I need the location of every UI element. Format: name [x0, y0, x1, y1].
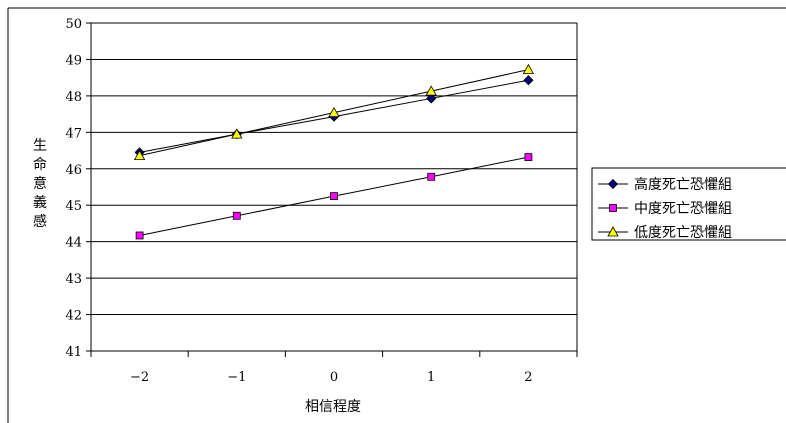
y-tick-label: 44 — [65, 236, 82, 251]
x-tick-label: 2 — [524, 370, 532, 385]
y-tick-label: 45 — [65, 199, 82, 214]
y-tick-label: 43 — [65, 272, 82, 287]
gridlines — [91, 22, 577, 352]
data-point-marker — [330, 192, 338, 201]
y-tick-label: 49 — [65, 53, 82, 68]
x-tick-labels: −2 −1 0 1 2 — [130, 370, 533, 385]
data-point-marker — [524, 153, 533, 162]
y-tick-label: 47 — [65, 126, 82, 141]
x-tick-label: 1 — [427, 370, 435, 385]
data-point-marker — [328, 106, 340, 118]
data-point-marker — [522, 63, 535, 75]
y-axis-title-char: 感 — [33, 213, 47, 230]
y-axis-title-char: 義 — [33, 194, 47, 211]
y-axis-title-char: 意 — [33, 175, 47, 192]
data-point-marker — [425, 85, 437, 96]
y-tick-labels: 41 42 43 44 45 46 47 48 49 50 — [65, 17, 82, 360]
legend-marker — [607, 226, 619, 237]
y-tick-label: 46 — [65, 163, 82, 178]
legend-marker — [609, 204, 617, 212]
data-point-marker — [135, 231, 144, 240]
data-point-marker — [232, 211, 241, 220]
x-tick-label: −1 — [227, 370, 246, 385]
legend-label: 高度死亡恐懼組 — [634, 176, 732, 193]
y-axis-title-char: 命 — [33, 156, 47, 173]
x-tick-label: 0 — [330, 370, 338, 385]
data-point-marker — [133, 149, 146, 161]
data-point-marker — [426, 93, 437, 104]
x-axis-title: 相信程度 — [305, 399, 361, 415]
y-tick-label: 41 — [65, 345, 82, 360]
axes — [86, 22, 578, 357]
legend-marker — [607, 178, 619, 190]
y-tick-label: 42 — [65, 309, 82, 324]
legend-label: 中度死亡恐懼組 — [634, 200, 732, 217]
y-tick-label: 48 — [65, 90, 82, 105]
data-point-marker — [523, 75, 534, 86]
x-tick-label: −2 — [130, 370, 149, 385]
legend-box — [591, 167, 786, 241]
y-tick-label: 50 — [65, 17, 82, 32]
data-point-marker — [427, 172, 436, 181]
y-axis-title-char: 生 — [33, 138, 47, 154]
series-layer — [133, 63, 535, 240]
data-point-marker — [231, 128, 243, 139]
legend-label: 低度死亡恐懼組 — [634, 224, 732, 241]
